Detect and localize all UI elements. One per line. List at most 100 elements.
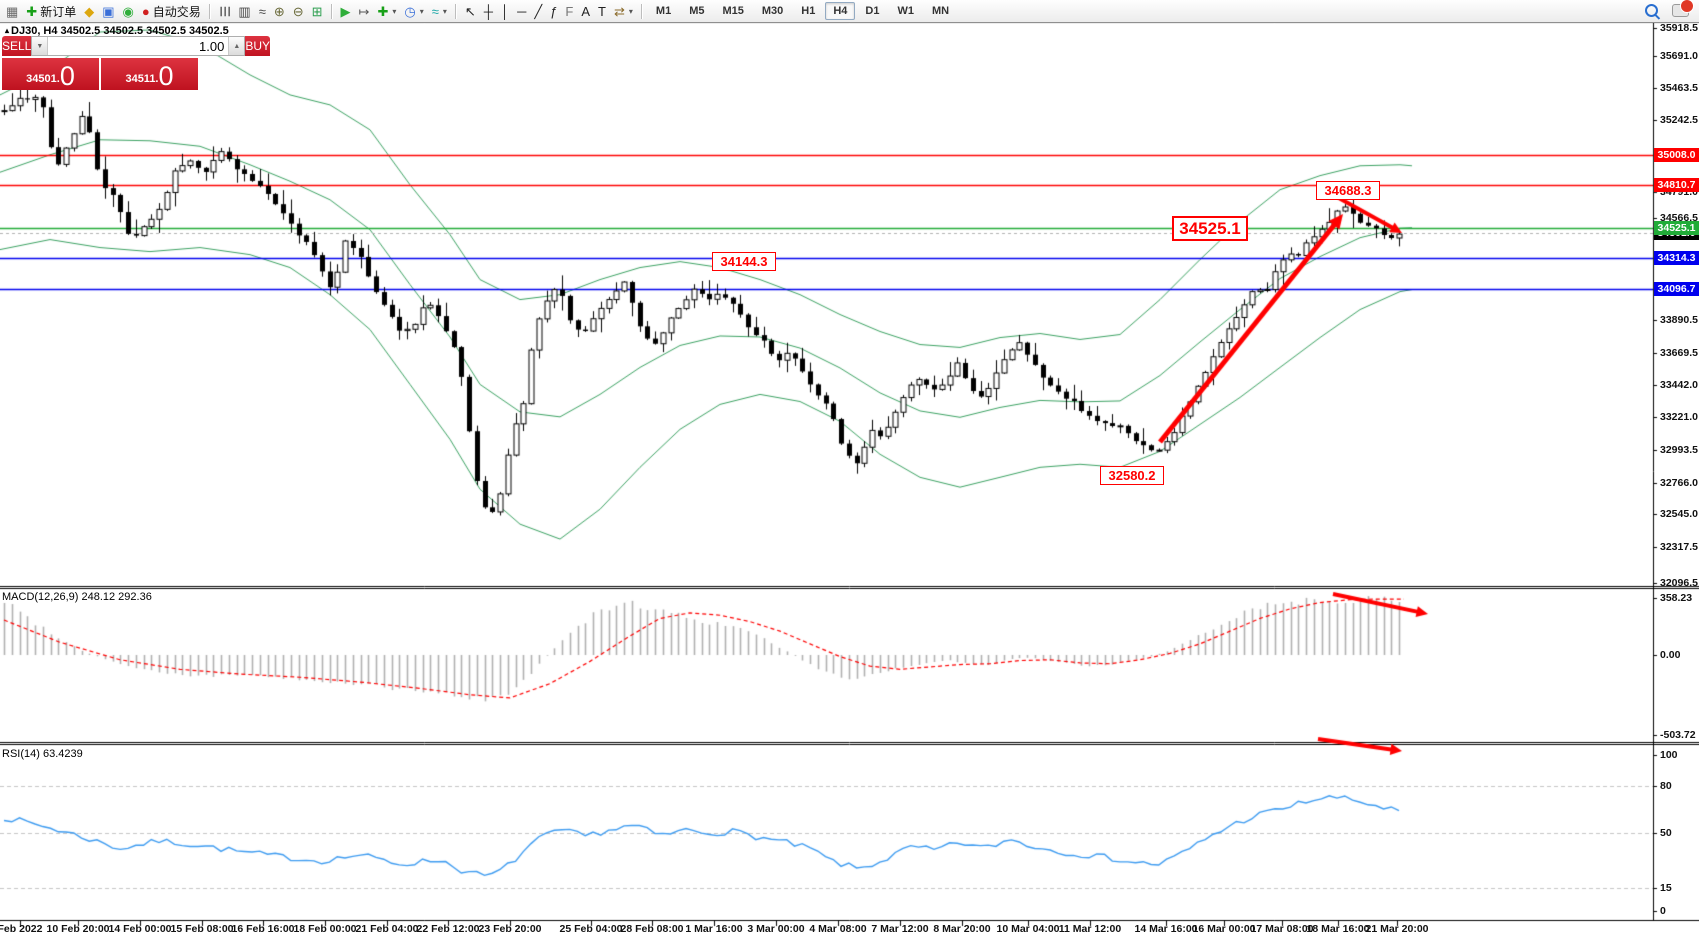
periods-button[interactable]: ◷ ▾ <box>400 4 427 19</box>
chevron-down-icon: ▾ <box>419 6 424 16</box>
price-annotation[interactable]: 34688.3 <box>1316 181 1380 200</box>
buy-price-main: 34511. <box>125 73 159 85</box>
tile-windows-icon: ⊞ <box>311 3 323 19</box>
auto-trading-button-label: 自动交易 <box>152 4 201 19</box>
timeframe-h1-button[interactable]: H1 <box>801 5 816 17</box>
crosshair-icon: ┼ <box>483 3 494 19</box>
chart-shift-icon: ↦ <box>358 3 370 19</box>
text-label-icon: T <box>598 3 606 19</box>
market-watch-icon: ◆ <box>84 3 95 19</box>
timeframe-m30-button[interactable]: M30 <box>761 5 784 17</box>
templates-button[interactable]: ≈ ▾ <box>428 4 451 19</box>
auto-scroll-icon: ▶ <box>340 3 351 19</box>
toolbar: ▦ ✚ 新订单 ◆ ▣ ◉ ● 自动交易 ☰ ▥ ≈ ⊕ ⊖ ⊞ ▶ ↦ ✚ ▾ ◷ ▾ ≈ ▾ ↖ ┼ │ ─ ╱ ƒ F A T ⇄ ▾ M1… <box>0 0 1699 23</box>
toolbar-separator <box>640 3 643 19</box>
price-annotation[interactable]: 32580.2 <box>1100 466 1164 485</box>
timeframe-w1-button[interactable]: W1 <box>897 5 914 17</box>
toolbar-separator <box>330 3 333 19</box>
signals-icon: ◉ <box>122 3 134 19</box>
sell-button[interactable]: SELL <box>2 36 32 56</box>
auto-trading-button[interactable]: ● 自动交易 <box>138 2 205 21</box>
arrows-objects-button[interactable]: ⇄ ▾ <box>610 4 637 19</box>
chart-shift-icon[interactable]: ↦ <box>355 4 374 19</box>
price-annotation[interactable]: 34144.3 <box>712 252 776 271</box>
bar-chart-icon[interactable]: ☰ <box>215 4 235 19</box>
horizontal-line-icon[interactable]: ─ <box>513 4 530 19</box>
zoom-in-icon[interactable]: ⊕ <box>270 4 289 19</box>
timeframe-d1-button[interactable]: D1 <box>865 5 880 17</box>
templates-icon: ≈ <box>431 3 439 19</box>
toolbar-right <box>1645 0 1694 17</box>
price-annotation[interactable]: 34525.1 <box>1172 216 1248 241</box>
profiles-icon: ▣ <box>102 3 115 19</box>
fibo-channel-icon: F <box>565 3 574 19</box>
symbol-marker-icon: ▴ <box>5 26 10 35</box>
sell-price-pip: 0 <box>59 61 75 92</box>
tile-windows-icon[interactable]: ⊞ <box>308 4 327 19</box>
zoom-in-icon: ⊕ <box>273 3 285 19</box>
macd-indicator-label: MACD(12,26,9) 248.12 292.36 <box>2 591 152 603</box>
text-icon[interactable]: A <box>577 4 594 19</box>
sell-price-main: 34501. <box>26 73 60 85</box>
zoom-out-icon[interactable]: ⊖ <box>289 4 308 19</box>
volume-decrease-button[interactable]: ▼ <box>32 37 49 55</box>
trendline-icon: ╱ <box>534 3 543 19</box>
auto-trading-icon: ● <box>141 3 150 19</box>
search-icon[interactable] <box>1645 4 1658 17</box>
candlestick-chart-icon[interactable]: ▥ <box>234 4 254 19</box>
text-label-icon[interactable]: T <box>594 4 610 19</box>
candlestick-chart-icon: ▥ <box>238 3 251 19</box>
vertical-line-icon[interactable]: │ <box>497 4 513 19</box>
fibo-channel-icon[interactable]: F <box>561 4 577 19</box>
volume-input[interactable] <box>48 37 229 55</box>
chart-title-text: DJ30, H4 34502.5 34502.5 34502.5 34502.5 <box>11 25 229 37</box>
new-order-icon: ✚ <box>26 3 38 19</box>
timeframe-m1-button[interactable]: M1 <box>655 5 672 17</box>
indicators-button[interactable]: ✚ ▾ <box>373 4 400 19</box>
buy-button[interactable]: BUY <box>245 36 271 56</box>
buy-price-pip: 0 <box>158 61 174 92</box>
line-chart-icon[interactable]: ≈ <box>255 4 270 19</box>
timeframe-m15-button[interactable]: M15 <box>722 5 744 17</box>
line-chart-icon: ≈ <box>258 3 266 19</box>
fibonacci-icon[interactable]: ƒ <box>546 4 561 19</box>
chart-window-icon[interactable]: ▦ <box>2 4 22 19</box>
bar-chart-icon: ☰ <box>217 5 233 17</box>
chart-window-icon: ▦ <box>6 3 19 19</box>
fibonacci-icon: ƒ <box>550 3 558 19</box>
periods-icon: ◷ <box>404 3 416 19</box>
one-click-trading-panel: SELL ▼ ▲ BUY 34501.0 34511.0 <box>2 36 271 90</box>
new-order-button[interactable]: ✚ 新订单 <box>22 2 80 21</box>
arrows-objects-icon: ⇄ <box>614 3 625 19</box>
chevron-down-icon: ▾ <box>442 6 447 16</box>
buy-price-button[interactable]: 34511. 0 <box>101 58 198 90</box>
horizontal-line-icon: ─ <box>517 3 527 19</box>
rsi-indicator-label: RSI(14) 63.4239 <box>2 748 83 760</box>
crosshair-icon[interactable]: ┼ <box>480 4 497 19</box>
text-icon: A <box>581 3 591 19</box>
auto-scroll-icon[interactable]: ▶ <box>337 4 355 19</box>
cursor-icon[interactable]: ↖ <box>461 4 480 19</box>
sell-price-button[interactable]: 34501. 0 <box>2 58 99 90</box>
cursor-icon: ↖ <box>464 3 476 19</box>
indicators-icon: ✚ <box>377 3 389 19</box>
chat-notifications-icon[interactable] <box>1672 0 1694 17</box>
signals-icon[interactable]: ◉ <box>119 4 138 19</box>
trendline-icon[interactable]: ╱ <box>530 4 546 19</box>
volume-increase-button[interactable]: ▲ <box>228 37 245 55</box>
toolbar-separator <box>208 3 211 19</box>
volume-control: ▼ ▲ <box>31 36 246 56</box>
chevron-down-icon: ▾ <box>628 6 633 16</box>
profiles-icon[interactable]: ▣ <box>98 4 118 19</box>
toolbar-groups: ▦ ✚ 新订单 ◆ ▣ ◉ ● 自动交易 ☰ ▥ ≈ ⊕ ⊖ ⊞ ▶ ↦ ✚ ▾ ◷ ▾ ≈ ▾ ↖ ┼ │ ─ ╱ ƒ F A T ⇄ ▾ M1… <box>2 0 958 22</box>
new-order-button-label: 新订单 <box>40 4 77 19</box>
zoom-out-icon: ⊖ <box>292 3 304 19</box>
chevron-down-icon: ▾ <box>392 6 397 16</box>
chart-symbol-title: ▴ DJ30, H4 34502.5 34502.5 34502.5 34502.… <box>5 25 229 37</box>
timeframe-m5-button[interactable]: M5 <box>689 5 705 17</box>
timeframe-mn-button[interactable]: MN <box>931 5 950 17</box>
vertical-line-icon: │ <box>501 3 510 19</box>
timeframe-h4-button[interactable]: H4 <box>825 2 856 20</box>
market-watch-icon[interactable]: ◆ <box>80 4 98 19</box>
